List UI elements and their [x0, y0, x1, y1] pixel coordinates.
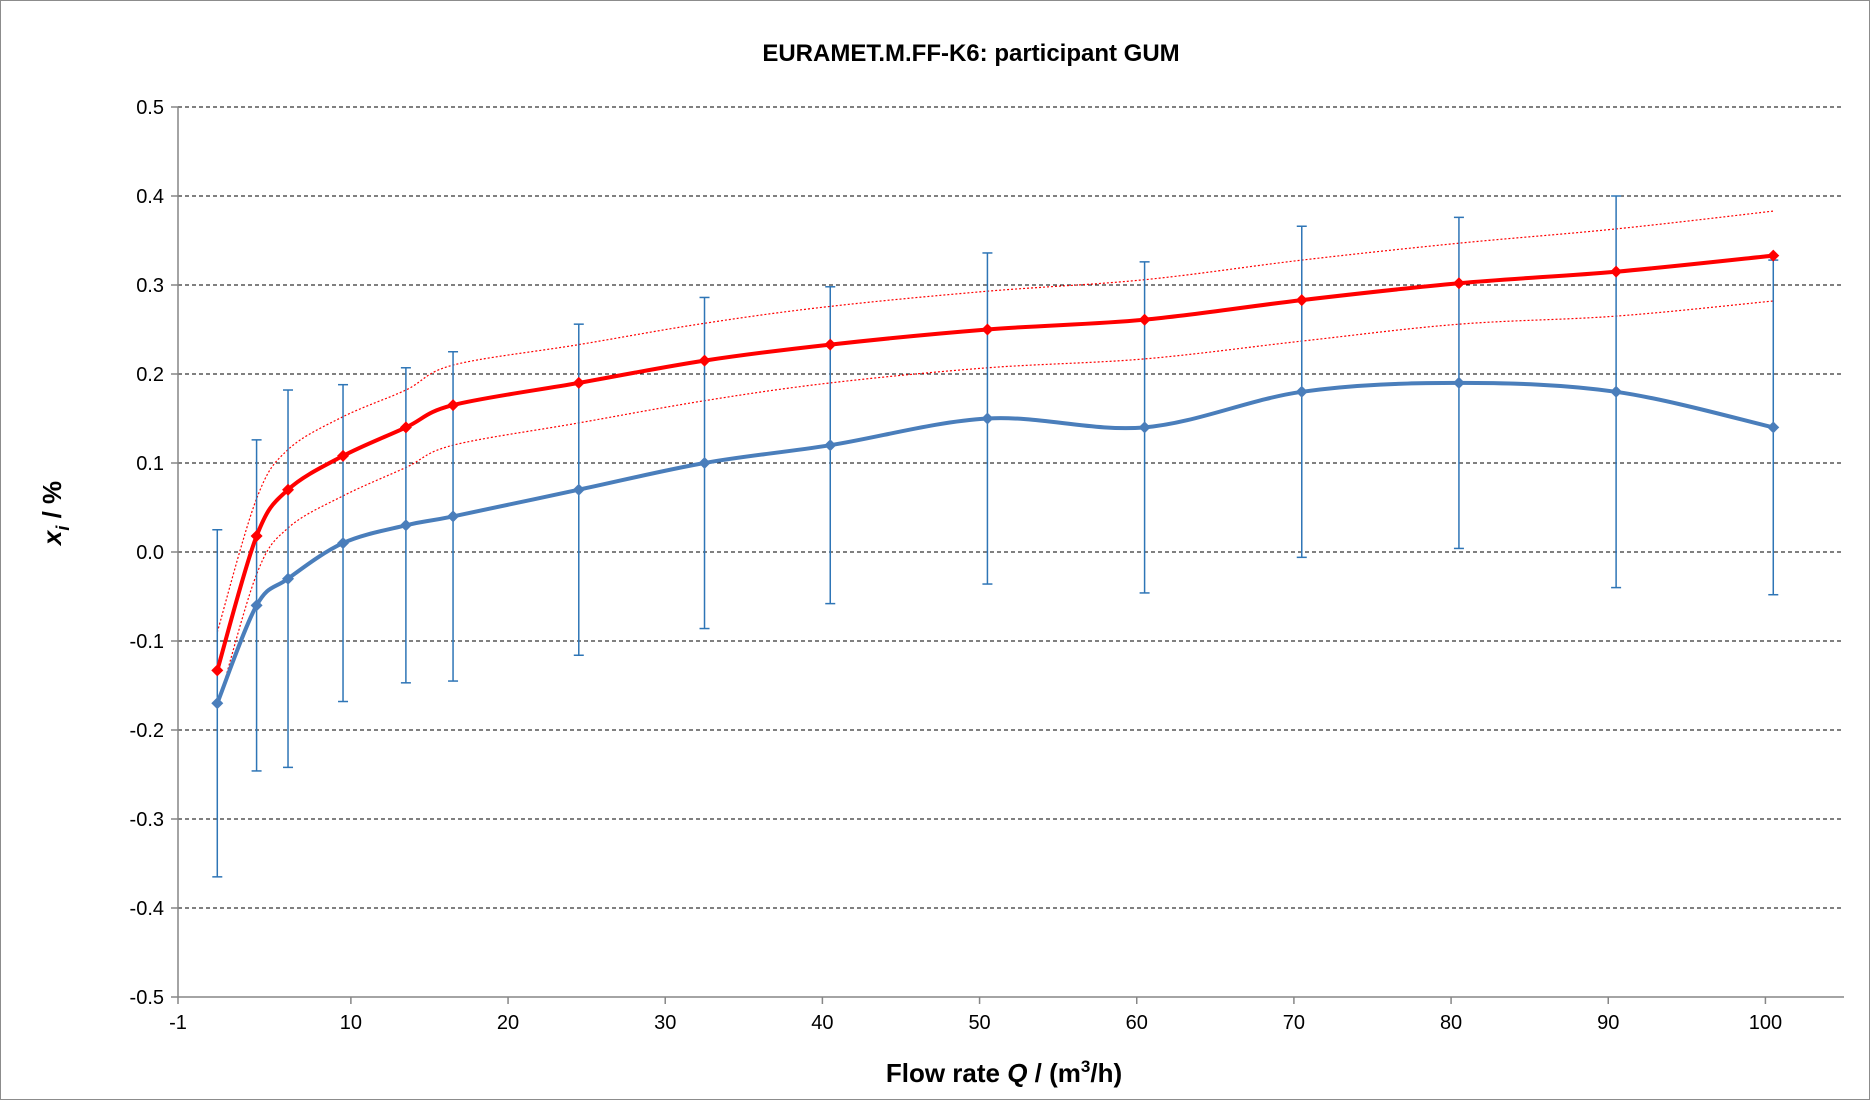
y-axis-title: xi / %: [37, 481, 73, 547]
error-bars: [212, 195, 1779, 878]
x-tick-label: 20: [497, 1012, 519, 1034]
data-point: [447, 510, 460, 523]
data-point: [250, 599, 263, 612]
data-point: [211, 664, 224, 677]
x-axis-title-mid: / (m: [1027, 1058, 1080, 1088]
y-tick-label: -0.3: [130, 809, 164, 831]
axes: -0.5 -0.4 -0.3 -0.2 -0.1 0.0 0.1 0.2 0.3 0.4 0.5 -1…: [130, 97, 1844, 1034]
y-axis-title-var: x: [37, 529, 67, 547]
y-tick-label: 0.5: [136, 97, 164, 119]
data-point: [447, 399, 460, 412]
uncertainty-band: [216, 210, 1774, 708]
series-line-1: [215, 380, 1774, 705]
data-point: [1610, 385, 1623, 398]
y-tick-label: -0.4: [130, 898, 164, 920]
grid-lines: [178, 106, 1844, 909]
y-tick-label: 0.3: [136, 275, 164, 297]
y-tick-label: -0.5: [130, 987, 164, 1009]
y-tick-label: 0.0: [136, 542, 164, 564]
y-tick-label: 0.1: [136, 453, 164, 475]
x-tick-label: 70: [1283, 1012, 1305, 1034]
chart-title: EURAMET.M.FF-K6: participant GUM: [762, 40, 1179, 67]
data-point: [981, 323, 994, 336]
series-lines: [215, 253, 1774, 705]
data-point: [824, 338, 837, 351]
data-point: [399, 519, 412, 532]
x-axis-title-prefix: Flow rate: [886, 1058, 1007, 1088]
y-tick-label: 0.2: [136, 364, 164, 386]
series-markers: [211, 249, 1780, 710]
data-point: [282, 572, 295, 585]
x-tick-label: 60: [1126, 1012, 1148, 1034]
data-point: [1295, 294, 1308, 307]
x-tick-label: 80: [1440, 1012, 1462, 1034]
data-point: [1138, 421, 1151, 434]
x-axis-title: Flow rate Q / (m3/h): [886, 1057, 1122, 1088]
y-axis-title-sub: i: [53, 525, 73, 531]
band-line-lower: [216, 300, 1774, 708]
x-tick-label: 30: [654, 1012, 676, 1034]
x-tick-label: 50: [968, 1012, 990, 1034]
data-point: [824, 439, 837, 452]
x-tick-label: 10: [340, 1012, 362, 1034]
x-tick-label: 100: [1749, 1012, 1782, 1034]
data-point: [1295, 385, 1308, 398]
data-point: [572, 483, 585, 496]
band-line-upper: [216, 210, 1774, 633]
x-tick-label: -1: [169, 1012, 187, 1034]
data-point: [1610, 265, 1623, 278]
data-point: [211, 697, 224, 710]
data-point: [1138, 313, 1151, 326]
data-point: [337, 537, 350, 550]
data-point: [698, 457, 711, 469]
data-point: [981, 412, 994, 425]
data-point: [698, 354, 711, 367]
x-tick-label: 40: [811, 1012, 833, 1034]
data-point: [1452, 376, 1465, 389]
x-axis-title-sup: 3: [1081, 1057, 1090, 1076]
data-point: [1452, 277, 1465, 290]
data-point: [572, 376, 585, 389]
y-tick-label: -0.1: [130, 631, 164, 653]
data-point: [1767, 249, 1780, 262]
y-tick-label: 0.4: [136, 186, 164, 208]
x-axis-title-var: Q: [1007, 1058, 1027, 1088]
x-tick-label: 90: [1597, 1012, 1619, 1034]
data-point: [399, 421, 412, 434]
data-point: [282, 483, 295, 496]
y-tick-label: -0.2: [130, 720, 164, 742]
y-axis-title-suffix: / %: [37, 481, 67, 526]
data-point: [337, 449, 350, 462]
data-point: [1767, 421, 1780, 434]
data-point: [250, 529, 263, 542]
x-axis-title-suffix: /h): [1090, 1058, 1122, 1088]
